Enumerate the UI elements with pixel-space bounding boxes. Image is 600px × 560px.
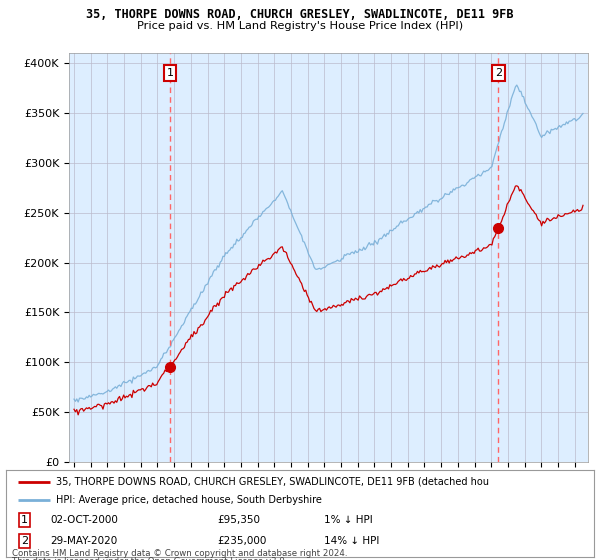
Text: 02-OCT-2000: 02-OCT-2000: [50, 515, 118, 525]
Text: 1: 1: [166, 68, 173, 78]
Text: Price paid vs. HM Land Registry's House Price Index (HPI): Price paid vs. HM Land Registry's House …: [137, 21, 463, 31]
Text: 2: 2: [21, 536, 28, 545]
Text: HPI: Average price, detached house, South Derbyshire: HPI: Average price, detached house, Sout…: [56, 495, 322, 505]
Text: Contains HM Land Registry data © Crown copyright and database right 2024.: Contains HM Land Registry data © Crown c…: [12, 549, 347, 558]
Text: 14% ↓ HPI: 14% ↓ HPI: [323, 536, 379, 545]
Text: 2: 2: [494, 68, 502, 78]
Text: 35, THORPE DOWNS ROAD, CHURCH GRESLEY, SWADLINCOTE, DE11 9FB (detached hou: 35, THORPE DOWNS ROAD, CHURCH GRESLEY, S…: [56, 477, 489, 487]
Text: 35, THORPE DOWNS ROAD, CHURCH GRESLEY, SWADLINCOTE, DE11 9FB: 35, THORPE DOWNS ROAD, CHURCH GRESLEY, S…: [86, 8, 514, 21]
Text: £235,000: £235,000: [218, 536, 267, 545]
Text: 29-MAY-2020: 29-MAY-2020: [50, 536, 118, 545]
Text: This data is licensed under the Open Government Licence v3.0.: This data is licensed under the Open Gov…: [12, 557, 287, 560]
Text: 1: 1: [21, 515, 28, 525]
Text: 1% ↓ HPI: 1% ↓ HPI: [323, 515, 372, 525]
Text: £95,350: £95,350: [218, 515, 260, 525]
